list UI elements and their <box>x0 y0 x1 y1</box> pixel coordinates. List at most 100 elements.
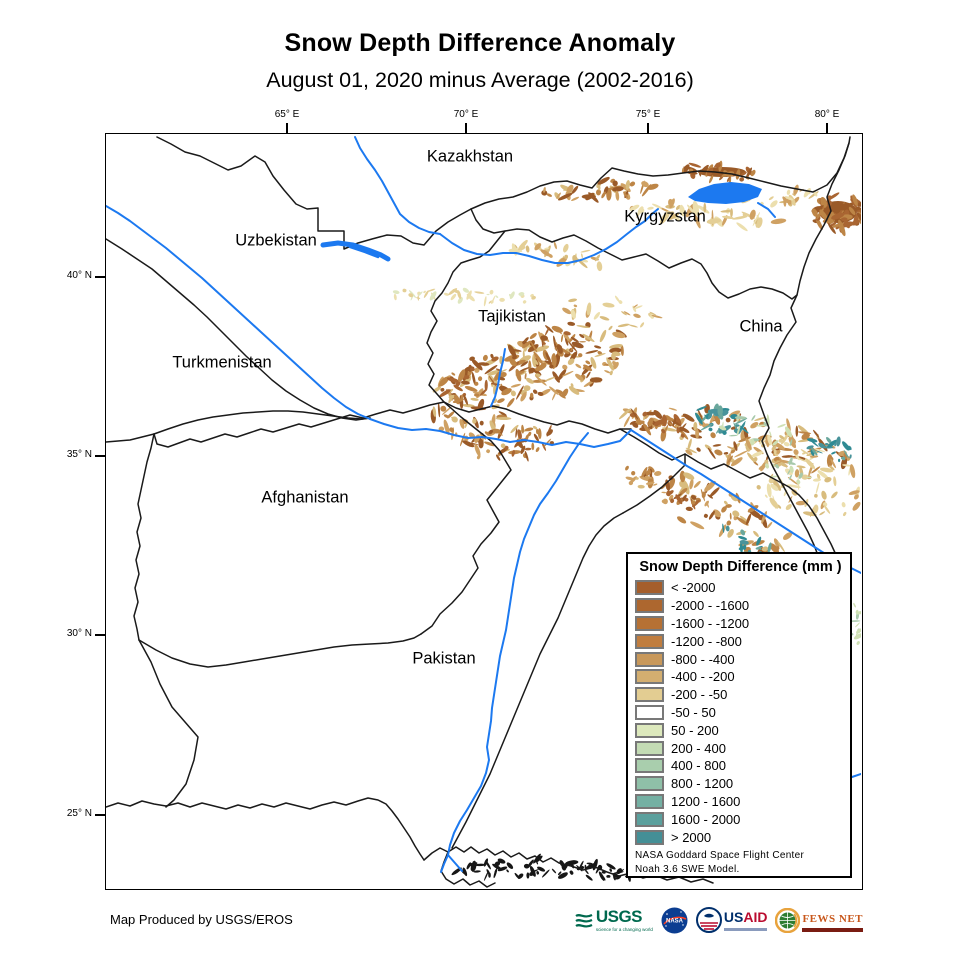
usaid-tagline-bar <box>723 928 768 931</box>
border-india-pakistan <box>451 512 624 849</box>
legend-title: Snow Depth Difference (mm ) <box>639 559 842 575</box>
river-sutlej-stub <box>851 773 861 778</box>
country-label-tajikistan: Tajikistan <box>478 307 546 326</box>
border-kazakh-uzbek <box>156 136 472 250</box>
legend-swatch <box>635 580 664 596</box>
fewsnet-wordmark-block: FEWS NET <box>802 909 863 932</box>
latitude-tick-25n <box>95 814 105 816</box>
snow-anomaly-layer <box>392 160 861 882</box>
legend-label: 1200 - 1600 <box>671 793 741 809</box>
legend-swatch <box>635 704 664 720</box>
fewsnet-logo: FEWS NET <box>775 907 863 933</box>
border-uzbek-turkmen <box>106 238 371 421</box>
fewsnet-tagline-bar <box>802 927 863 932</box>
usaid-wordmark: USAID <box>724 909 768 927</box>
legend-item: -2000 - -1600 <box>635 597 846 615</box>
usaid-logo: USAID <box>695 907 768 933</box>
country-label-kyrgyzstan: Kyrgyzstan <box>624 207 706 226</box>
legend-swatch <box>635 615 664 631</box>
river-amu-darya <box>106 205 371 420</box>
usgs-tagline: science for a changing world <box>595 927 653 932</box>
map-canvas <box>106 136 861 888</box>
legend-swatch <box>635 829 664 845</box>
border-kyrgyz-south <box>470 208 798 300</box>
legend-item: -50 - 50 <box>635 704 846 722</box>
border-kazakh-kyrgyz <box>470 136 851 210</box>
credit-text: Map Produced by USGS/EROS <box>110 912 293 927</box>
longitude-label-75e: 75° E <box>635 109 661 120</box>
legend-label: -1600 - -1200 <box>671 615 750 631</box>
legend-label: < -2000 <box>671 580 716 596</box>
usgs-wordmark: USGS <box>595 907 643 926</box>
country-label-kazakhstan: Kazakhstan <box>426 147 514 166</box>
usgs-wordmark-block: USGS science for a changing world <box>596 908 653 932</box>
lake-issyk-kul <box>688 182 762 204</box>
longitude-tick-80e <box>826 123 828 133</box>
usaid-us-text: US <box>723 909 744 925</box>
country-borders-layer <box>106 136 851 888</box>
latitude-tick-40n <box>95 276 105 278</box>
longitude-label-65e: 65° E <box>274 109 300 120</box>
longitude-tick-70e <box>465 123 467 133</box>
legend-source-line2: Noah 3.6 SWE Model. <box>635 864 740 876</box>
border-iran-pakistan <box>138 639 199 808</box>
page-title: Snow Depth Difference Anomaly <box>284 29 676 57</box>
legend-item: 50 - 200 <box>635 721 846 739</box>
river-naryn <box>439 208 659 264</box>
usgs-wave-icon <box>575 913 593 928</box>
fewsnet-wordmark: FEWS NET <box>802 912 863 925</box>
border-china-west <box>758 142 850 559</box>
partner-logos: USGS science for a changing world NASA U… <box>574 903 863 937</box>
legend-swatch <box>635 598 664 614</box>
longitude-label-80e: 80° E <box>814 109 840 120</box>
map-frame <box>105 133 863 890</box>
legend-label: -2000 - -1600 <box>671 598 750 614</box>
river-indus <box>447 432 589 856</box>
legend-item: 1200 - 1600 <box>635 793 846 811</box>
country-label-pakistan: Pakistan <box>412 649 476 668</box>
legend-swatch <box>635 758 664 774</box>
longitude-tick-75e <box>647 123 649 133</box>
border-turkmen-iran <box>106 433 155 443</box>
country-label-uzbekistan: Uzbekistan <box>235 231 317 250</box>
legend-swatch <box>635 793 664 809</box>
legend-swatch <box>635 776 664 792</box>
border-tajik <box>426 230 632 434</box>
legend-swatch <box>635 633 664 649</box>
legend-label: 200 - 400 <box>671 740 726 756</box>
latitude-label-25n: 25° N <box>66 808 92 819</box>
river-delta-branch <box>440 854 449 873</box>
longitude-label-70e: 70° E <box>453 109 479 120</box>
legend-label: -1200 - -800 <box>671 633 742 649</box>
lake-aydarkul-tail <box>348 245 380 259</box>
legend-label: > 2000 <box>671 829 712 845</box>
border-durand-line <box>420 401 512 635</box>
legend-item: 1600 - 2000 <box>635 810 846 828</box>
country-label-turkmenistan: Turkmenistan <box>172 353 272 372</box>
legend-swatch <box>635 722 664 738</box>
usaid-wordmark-block: USAID <box>723 909 768 931</box>
river-lake-east-stub <box>757 202 776 218</box>
river-panj <box>369 418 632 448</box>
legend-label: 400 - 800 <box>671 758 726 774</box>
coastline-arabian-sea <box>106 797 425 861</box>
legend-swatch <box>635 811 664 827</box>
border-afghan-north <box>153 401 445 448</box>
fewsnet-globe-icon <box>775 907 801 933</box>
legend-item: -1200 - -800 <box>635 632 846 650</box>
legend-label: 50 - 200 <box>671 722 719 738</box>
border-kashmir-loc <box>619 428 838 558</box>
country-label-afghanistan: Afghanistan <box>261 488 349 507</box>
border-turkmen-afghan <box>153 410 371 435</box>
legend-swatch <box>635 669 664 685</box>
legend-item: 400 - 800 <box>635 757 846 775</box>
legend-item: < -2000 <box>635 579 846 597</box>
lake-aydarkul <box>320 240 391 262</box>
border-iran-afghan <box>133 433 155 641</box>
legend-item: -1600 - -1200 <box>635 615 846 633</box>
legend-item: > 2000 <box>635 828 846 846</box>
legend-items: < -2000 -2000 - -1600 -1600 - -1200 -120… <box>635 579 846 846</box>
legend-swatch <box>635 651 664 667</box>
usgs-logo: USGS science for a changing world <box>574 908 653 932</box>
